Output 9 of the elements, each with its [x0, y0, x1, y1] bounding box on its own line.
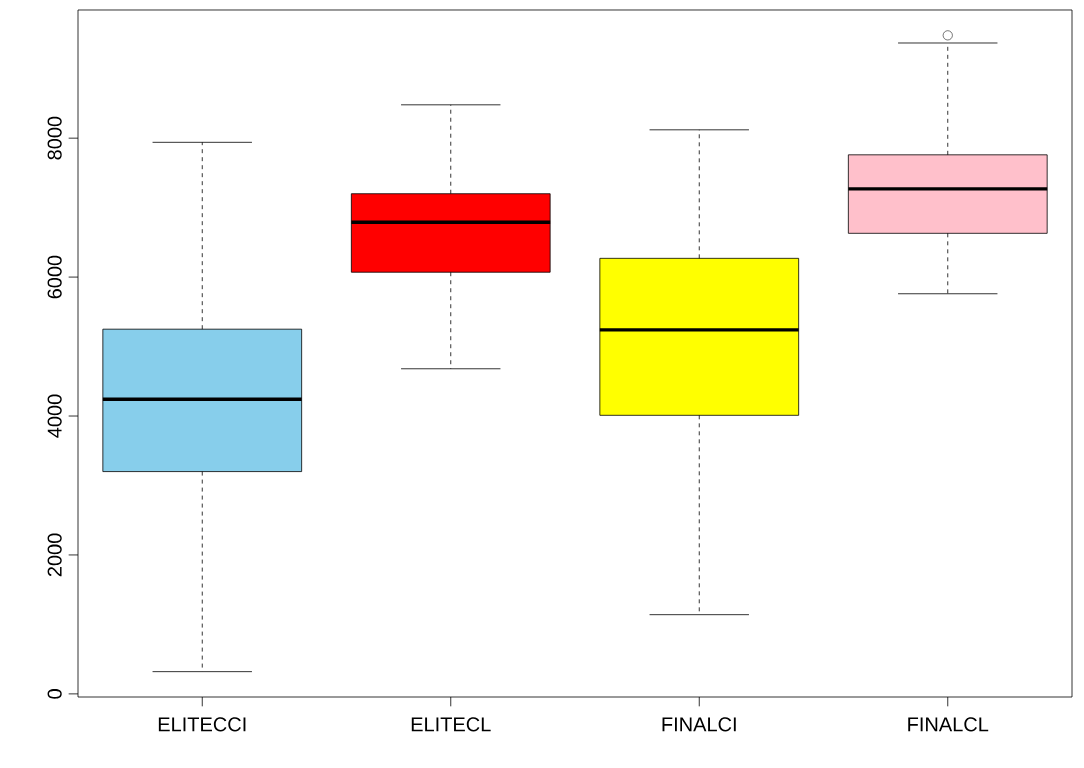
x-tick-label: FINALCL: [908, 717, 989, 732]
y-tick-label: 8000: [47, 116, 62, 160]
x-tick-label: ELITECCI: [158, 717, 246, 732]
y-tick-label: 6000: [47, 255, 62, 299]
y-tick-label: 2000: [47, 533, 62, 577]
y-tick-label: 4000: [47, 394, 62, 438]
x-tick-label: FINALCI: [662, 717, 736, 732]
y-tick-label: 0: [47, 689, 62, 699]
x-tick-label: ELITECL: [411, 717, 491, 732]
